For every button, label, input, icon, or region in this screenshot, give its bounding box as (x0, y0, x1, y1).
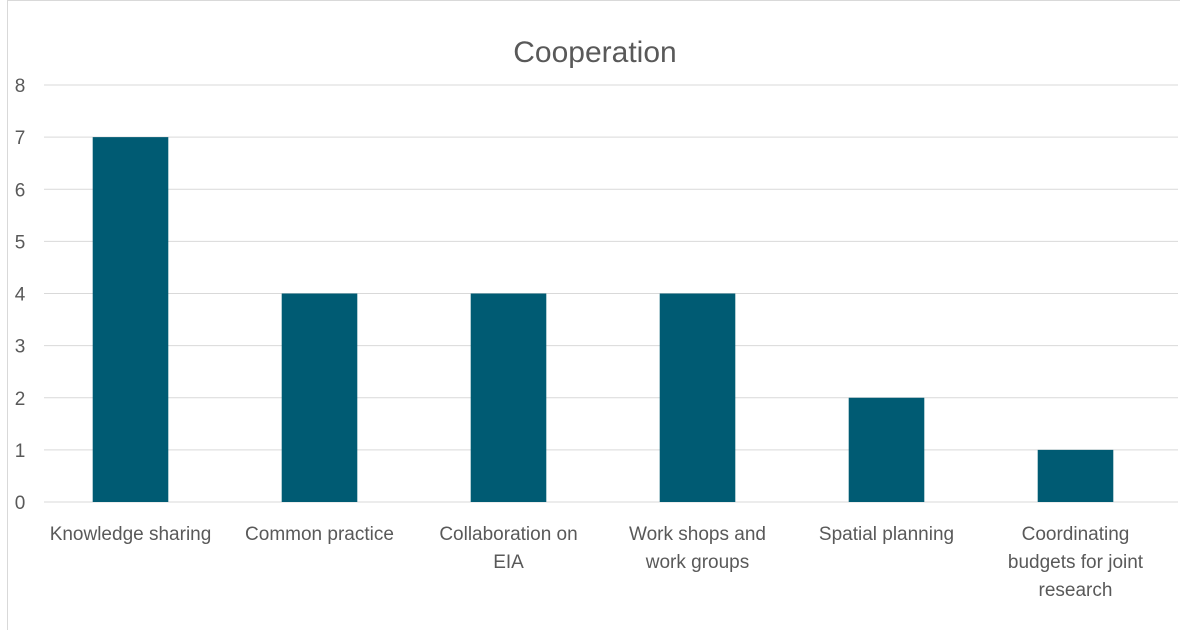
y-tick-label: 3 (15, 337, 26, 358)
bar (470, 293, 547, 502)
x-category-label-line: Work shops and (629, 524, 766, 545)
x-category-label-line: Collaboration on (439, 524, 577, 545)
y-axis-tick-labels: 0 1 2 3 4 5 6 7 8 (15, 76, 26, 514)
x-category-label-line: Knowledge sharing (50, 524, 212, 545)
x-category-label-line: research (1039, 580, 1113, 601)
chart-title: Cooperation (513, 36, 676, 69)
y-tick-label: 7 (15, 128, 26, 149)
y-tick-label: 1 (15, 441, 26, 462)
bar (281, 293, 358, 502)
y-tick-label: 4 (15, 285, 26, 306)
x-category-label-line: Spatial planning (819, 524, 954, 545)
x-category-label: Collaboration on EIA (439, 524, 577, 573)
x-category-label: Work shops and work groups (629, 524, 766, 573)
bar (1037, 449, 1114, 502)
x-category-label: Spatial planning (819, 524, 954, 545)
gridlines (44, 84, 1178, 503)
bar (659, 293, 736, 502)
y-tick-label: 2 (15, 389, 26, 410)
y-tick-label: 6 (15, 180, 26, 201)
x-category-label-line: Coordinating (1022, 524, 1130, 545)
x-category-label-line: EIA (493, 552, 524, 573)
x-category-label: Knowledge sharing (50, 524, 212, 545)
x-category-label: Common practice (245, 524, 394, 545)
chart-border (7, 0, 1180, 630)
x-category-label: Coordinating budgets for joint research (1008, 524, 1144, 601)
y-tick-label: 5 (15, 232, 26, 253)
y-tick-label: 0 (15, 493, 26, 514)
x-category-label-line: budgets for joint (1008, 552, 1144, 573)
bar (848, 397, 925, 502)
y-tick-label: 8 (15, 76, 26, 97)
bars (92, 137, 1114, 502)
x-category-label-line: work groups (645, 552, 750, 573)
x-axis-category-labels: Knowledge sharing Common practice Collabor… (50, 524, 1144, 601)
bar (92, 137, 169, 502)
x-category-label-line: Common practice (245, 524, 394, 545)
